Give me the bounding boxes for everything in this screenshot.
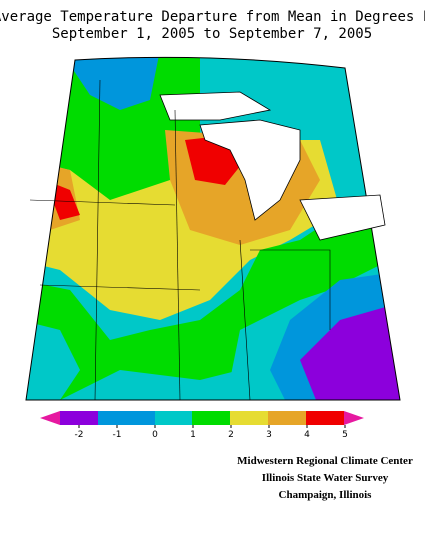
title-line: September 1, 2005 to September 7, 2005 (52, 26, 372, 42)
colorbar: -2 -1 0 1 2 3 4 5 (40, 411, 364, 440)
tick-label: 0 (152, 430, 158, 440)
tick-label: 4 (304, 430, 310, 440)
tick-label: 1 (190, 430, 196, 440)
title-line: Average Temperature Departure from Mean … (0, 9, 425, 25)
credit: Champaign, Illinois (279, 489, 373, 501)
tick-label: 2 (228, 430, 234, 440)
tick-label: 3 (266, 430, 272, 440)
credit: Midwestern Regional Climate Center (237, 455, 413, 467)
credit: Illinois State Water Survey (262, 472, 389, 484)
tick-label: 5 (342, 430, 348, 440)
tick-label: -2 (75, 430, 84, 440)
tick-label: -1 (113, 430, 122, 440)
map (25, 56, 401, 401)
